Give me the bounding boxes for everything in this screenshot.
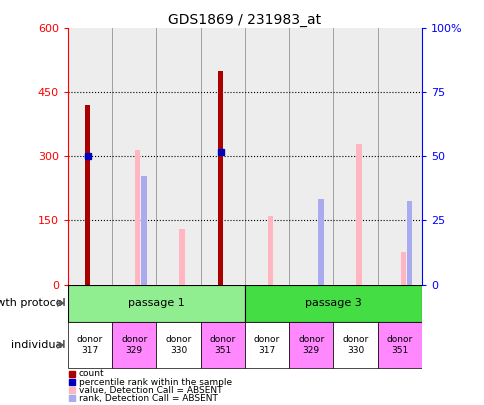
Bar [377,28,421,284]
Bar [156,322,200,368]
Text: donor
329: donor 329 [121,335,147,355]
Bar [112,28,156,284]
Text: passage 3: passage 3 [304,298,361,308]
Text: donor
330: donor 330 [165,335,191,355]
Bar [135,150,140,284]
Bar [68,284,244,322]
Bar [406,201,411,284]
Bar [200,28,244,284]
Text: percentile rank within the sample: percentile rank within the sample [79,377,232,386]
Bar [244,322,288,368]
Bar [217,71,223,284]
Bar [244,284,421,322]
Bar [179,229,184,284]
Text: donor
351: donor 351 [386,335,412,355]
Title: GDS1869 / 231983_at: GDS1869 / 231983_at [168,13,321,27]
Text: growth protocol: growth protocol [0,298,65,308]
Text: count: count [79,369,105,378]
Text: value, Detection Call = ABSENT: value, Detection Call = ABSENT [79,386,222,395]
Bar [400,252,405,284]
Text: donor
351: donor 351 [209,335,235,355]
Bar [112,322,156,368]
Bar [333,322,377,368]
Text: donor
317: donor 317 [77,335,103,355]
Text: donor
317: donor 317 [254,335,280,355]
Text: passage 1: passage 1 [128,298,184,308]
Text: rank, Detection Call = ABSENT: rank, Detection Call = ABSENT [79,394,217,403]
Bar [333,28,377,284]
Bar [141,176,146,284]
Text: donor
330: donor 330 [342,335,368,355]
Bar [318,199,323,284]
Bar [200,322,244,368]
Bar [377,322,421,368]
Bar [288,322,333,368]
Bar [267,216,272,284]
Text: donor
329: donor 329 [298,335,324,355]
Bar [288,28,333,284]
Bar [244,28,288,284]
Bar [156,28,200,284]
Bar [85,105,91,284]
Text: individual: individual [11,340,65,350]
Bar [68,322,112,368]
Bar [68,28,112,284]
Bar [356,144,361,284]
